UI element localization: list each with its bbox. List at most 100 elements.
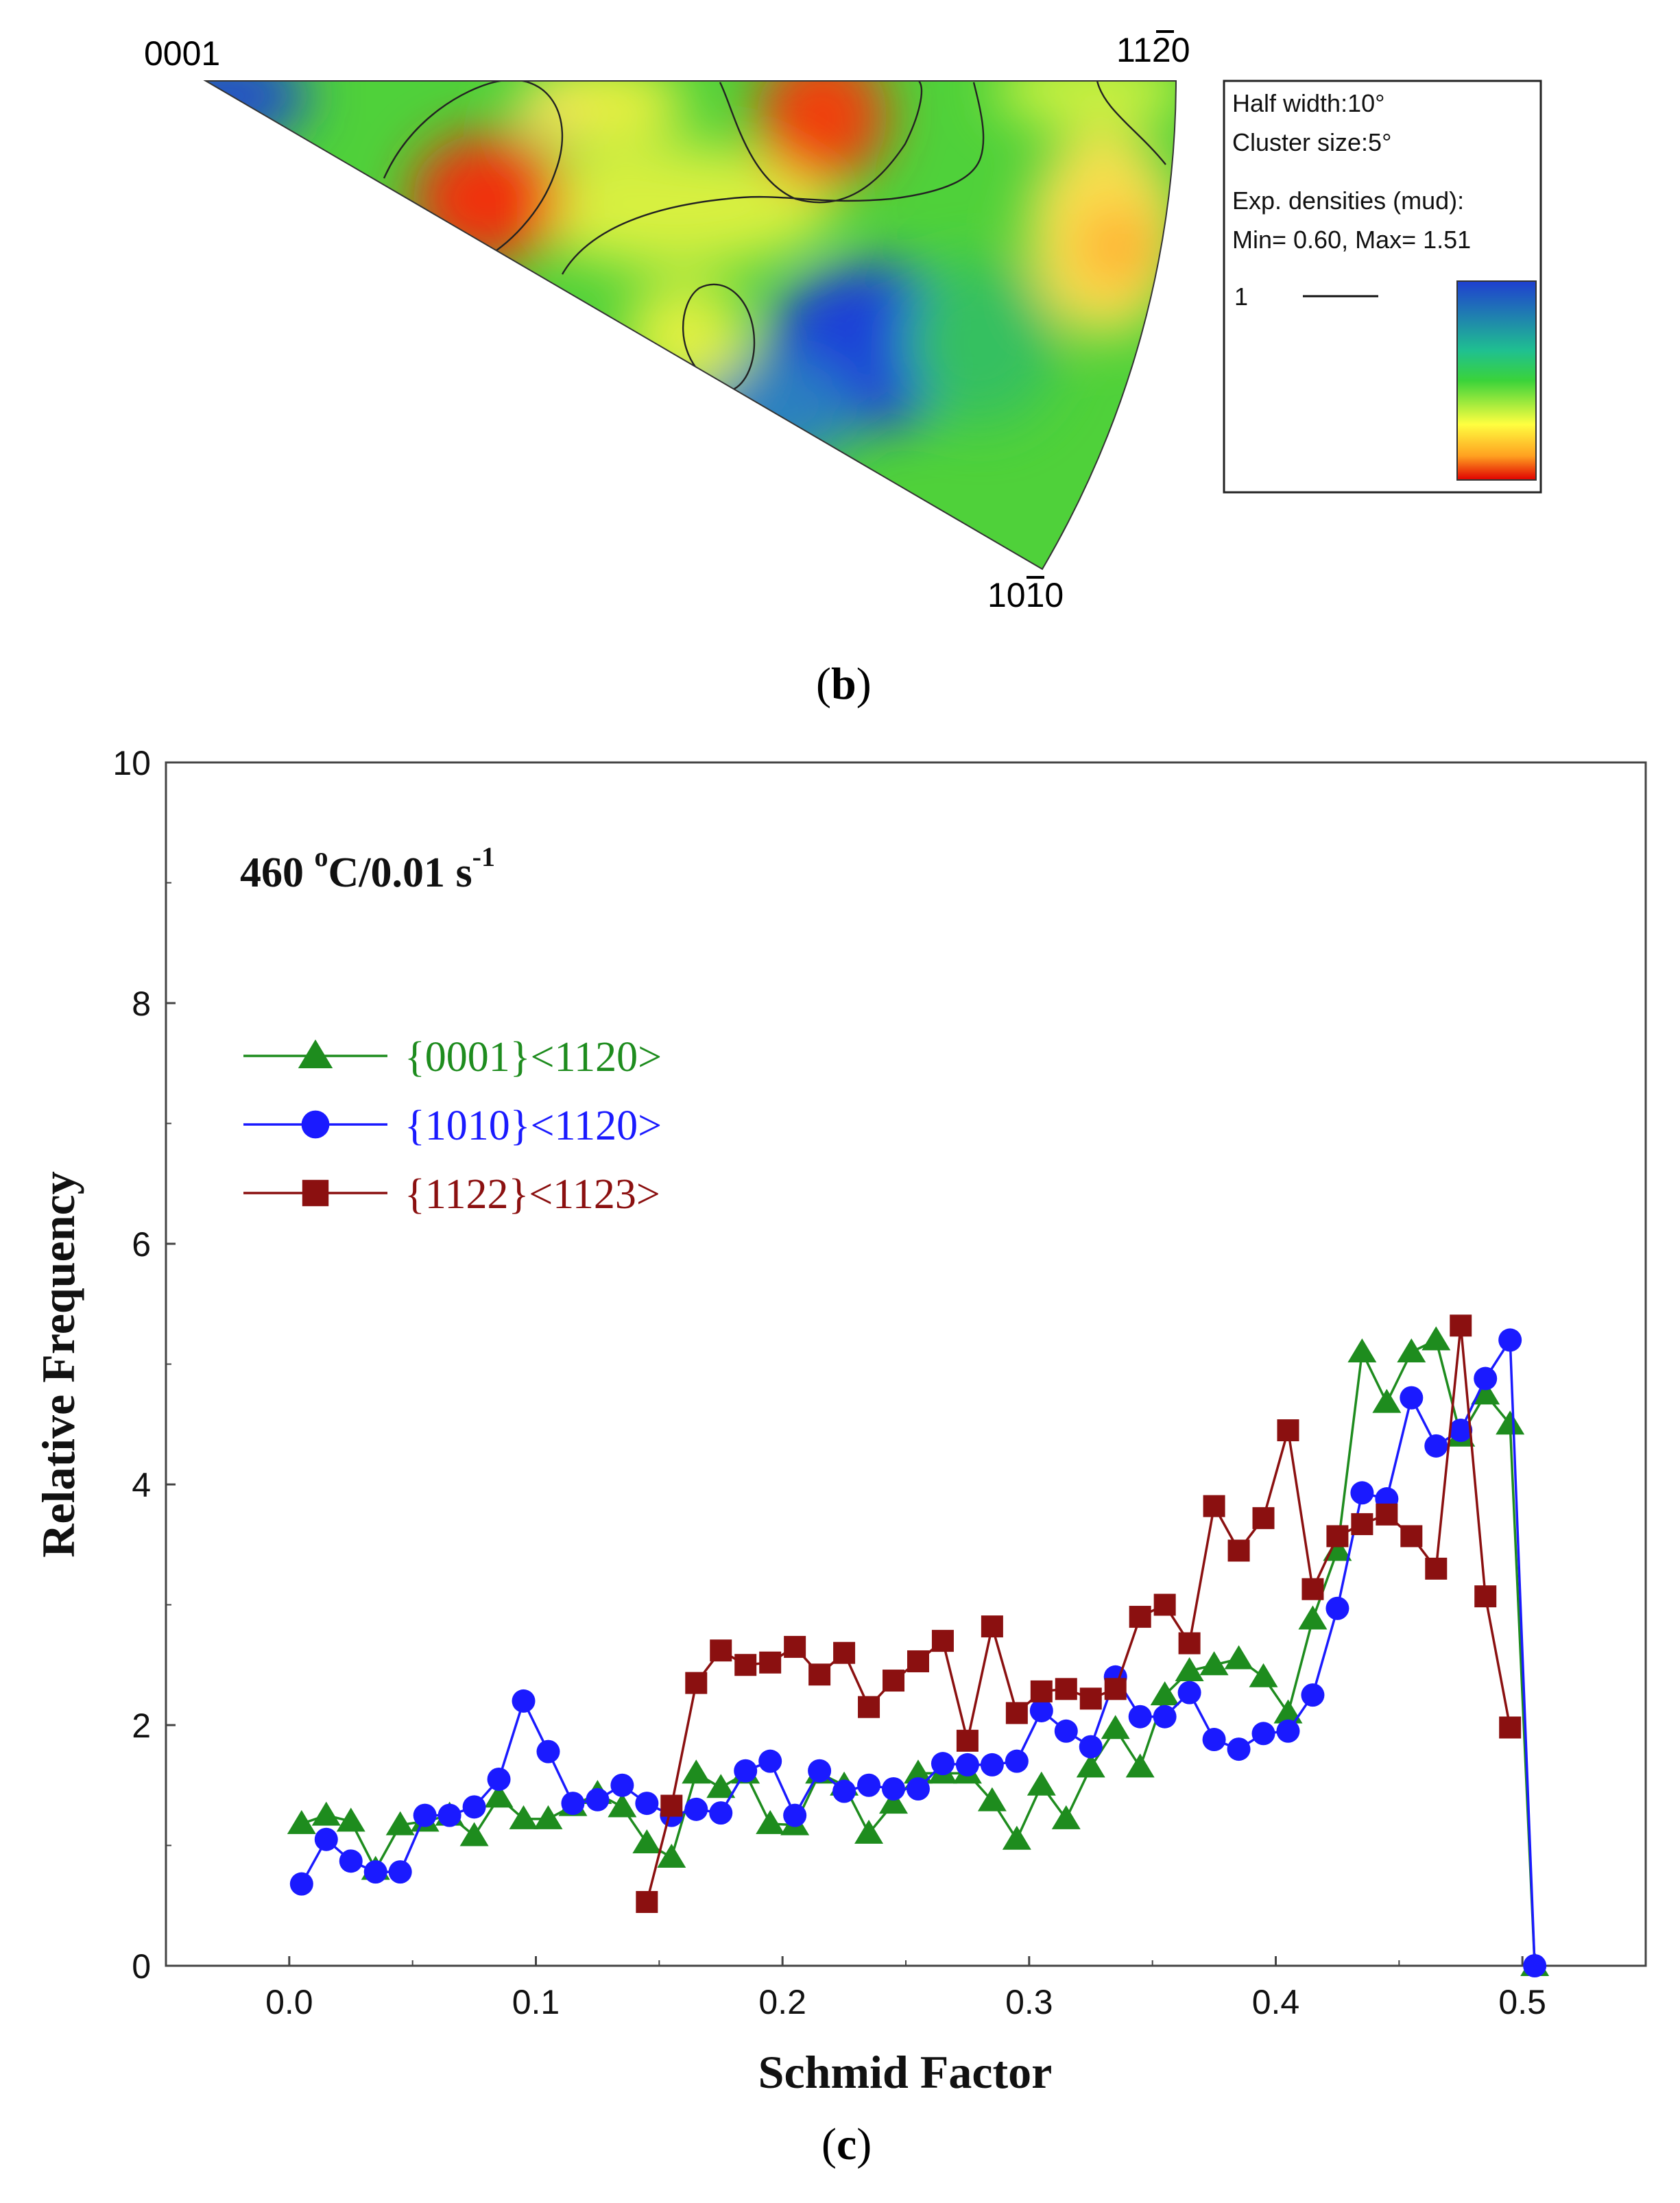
data-point-triangle — [706, 1774, 736, 1798]
data-point-square — [734, 1654, 757, 1676]
series-square — [636, 1314, 1522, 1913]
data-point-square — [1326, 1525, 1349, 1548]
data-point-circle — [1202, 1728, 1226, 1752]
data-point-triangle — [1372, 1388, 1402, 1413]
x-tick-label: 0.5 — [1498, 1983, 1546, 2021]
data-point-square — [1450, 1314, 1472, 1337]
data-point-circle — [536, 1739, 560, 1763]
data-point-circle — [289, 1872, 313, 1896]
series-triangle — [287, 1326, 1550, 1976]
legend-cluster-size: Cluster size:5° — [1232, 128, 1391, 156]
data-point-triangle — [1027, 1771, 1056, 1796]
data-point-triangle — [298, 1039, 333, 1068]
data-point-circle — [437, 1803, 461, 1827]
data-point-triangle — [1273, 1699, 1303, 1724]
data-point-square — [685, 1672, 708, 1694]
data-point-circle — [1301, 1683, 1325, 1707]
chart-legend: {0001}<1120> {1010}<1120> {1122}<1123> — [243, 1034, 662, 1218]
data-point-triangle — [854, 1819, 884, 1844]
data-point-circle — [610, 1773, 634, 1797]
data-point-circle — [512, 1689, 536, 1713]
data-point-triangle — [903, 1759, 933, 1784]
data-point-square — [302, 1179, 329, 1207]
data-point-triangle — [1101, 1715, 1130, 1739]
data-point-triangle — [385, 1811, 415, 1835]
legend-label: {1010}<1120> — [405, 1103, 662, 1149]
data-point-circle — [1498, 1328, 1522, 1352]
data-point-circle — [1400, 1386, 1424, 1410]
x-tick-label: 0.1 — [512, 1983, 560, 2021]
data-point-triangle — [977, 1787, 1007, 1811]
data-point-square — [858, 1696, 880, 1718]
data-point-circle — [1523, 1954, 1547, 1977]
x-axis-label: Schmid Factor — [758, 2046, 1053, 2098]
ipf-legend: Half width:10° Cluster size:5° Exp. dens… — [1223, 80, 1542, 494]
data-point-square — [784, 1635, 806, 1658]
data-point-square — [1030, 1680, 1053, 1702]
data-point-triangle — [1150, 1681, 1179, 1706]
data-point-square — [907, 1650, 929, 1672]
data-point-circle — [734, 1759, 758, 1783]
data-point-triangle — [1076, 1753, 1105, 1778]
x-axis: 0.0 0.1 0.2 0.3 0.4 0.5 — [165, 1956, 1646, 2021]
data-point-triangle — [1298, 1605, 1328, 1630]
data-point-circle — [1227, 1737, 1251, 1761]
y-tick-label: 4 — [132, 1466, 151, 1504]
data-point-triangle — [1051, 1805, 1081, 1829]
data-point-square — [1252, 1507, 1275, 1530]
data-point-square — [1400, 1525, 1423, 1548]
data-point-square — [1277, 1419, 1299, 1442]
data-point-square — [1079, 1687, 1102, 1710]
y-tick-label: 10 — [112, 744, 151, 782]
data-point-circle — [1177, 1681, 1201, 1705]
ipf-label-1010-group: 1010 — [987, 576, 1064, 614]
data-point-circle — [882, 1777, 906, 1801]
series-line — [300, 1336, 1536, 1966]
data-point-circle — [462, 1795, 486, 1819]
data-point-triangle — [756, 1809, 785, 1834]
data-point-triangle — [830, 1771, 859, 1796]
y-axis: 0 2 4 6 8 10 — [112, 744, 176, 1986]
data-point-square — [1203, 1495, 1225, 1517]
data-point-square — [1104, 1678, 1127, 1700]
x-tick-label: 0.3 — [1005, 1983, 1053, 2021]
caption-c-letter: c — [836, 2119, 857, 2169]
data-point-triangle — [1496, 1410, 1525, 1435]
ipf-label-0001: 0001 — [144, 34, 220, 73]
legend-item: {1122}<1123> — [243, 1171, 660, 1218]
data-point-triangle — [608, 1793, 637, 1818]
data-point-triangle — [805, 1759, 835, 1784]
y-axis-label: Relative Frequency — [32, 1171, 84, 1557]
data-point-circle — [1251, 1722, 1275, 1746]
data-point-square — [1227, 1539, 1250, 1562]
data-point-triangle — [1175, 1657, 1204, 1682]
data-point-triangle — [583, 1780, 612, 1805]
caption-c: (c) — [821, 2119, 872, 2169]
annotation-text: 460 oC/0.01 s-1 — [240, 841, 495, 896]
y-tick-label: 2 — [132, 1707, 151, 1745]
data-point-circle — [1424, 1434, 1448, 1458]
legend-item: {0001}<1120> — [243, 1034, 662, 1081]
plot-frame — [165, 761, 1647, 1967]
data-point-triangle — [1471, 1380, 1500, 1405]
data-point-triangle — [632, 1829, 662, 1853]
data-point-circle — [635, 1792, 659, 1816]
data-point-square — [1005, 1702, 1028, 1724]
legend-colorbar — [1456, 280, 1537, 481]
data-point-circle — [955, 1753, 979, 1777]
data-point-square — [1474, 1585, 1497, 1608]
data-point-circle — [1005, 1749, 1029, 1773]
legend-half-width: Half width:10° — [1232, 89, 1385, 117]
x-tick-label: 0.0 — [265, 1983, 313, 2021]
data-point-square — [808, 1663, 831, 1686]
data-point-square — [1153, 1593, 1176, 1616]
legend-densities-title: Exp. densities (mud): — [1232, 186, 1464, 215]
data-point-circle — [1103, 1665, 1127, 1689]
data-point-circle — [487, 1767, 511, 1791]
data-point-square — [1129, 1606, 1151, 1628]
data-point-circle — [586, 1787, 610, 1811]
data-point-circle — [301, 1110, 330, 1139]
data-point-square — [759, 1651, 782, 1674]
data-point-circle — [980, 1753, 1004, 1777]
data-point-square — [1499, 1716, 1522, 1739]
